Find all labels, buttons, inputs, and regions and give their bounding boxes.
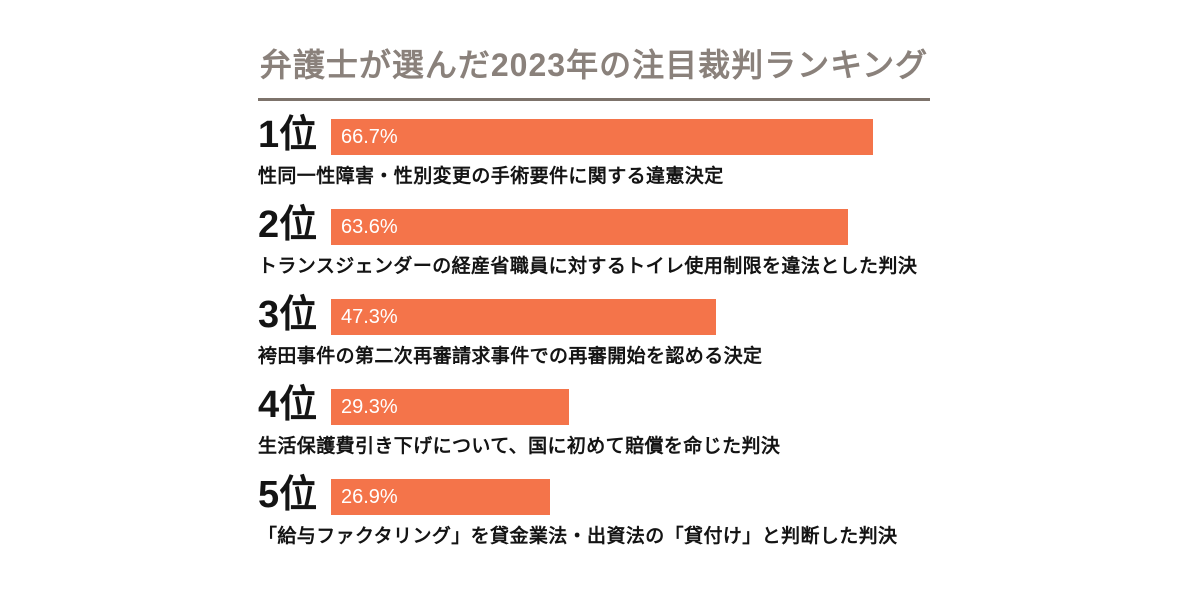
percentage-bar: 26.9% xyxy=(331,479,550,515)
percentage-bar: 29.3% xyxy=(331,389,570,425)
percentage-bar: 66.7% xyxy=(331,119,874,155)
bar-track: 63.6% xyxy=(331,209,1144,245)
case-description-label: 生活保護費引き下げについて、国に初めて賠償を命じた判決 xyxy=(258,436,781,457)
ranking-row: 5位 26.9% 「給与ファクタリング」を貸金業法・出資法の「貸付け」と判断した… xyxy=(258,471,930,561)
bar-track: 29.3% xyxy=(331,389,1144,425)
case-description-label: 袴田事件の第二次再審請求事件での再審開始を認める決定 xyxy=(258,346,763,367)
ranking-row: 2位 63.6% トランスジェンダーの経産省職員に対するトイレ使用制限を違法とし… xyxy=(258,201,930,291)
bar-track: 66.7% xyxy=(331,119,1144,155)
bar-track: 47.3% xyxy=(331,299,1144,335)
percentage-value-label: 63.6% xyxy=(341,215,398,238)
rank-label: 4位 xyxy=(258,384,318,426)
percentage-bar: 63.6% xyxy=(331,209,849,245)
case-description-label: トランスジェンダーの経産省職員に対するトイレ使用制限を違法とした判決 xyxy=(258,256,918,277)
case-description-label: 性同一性障害・性別変更の手術要件に関する違憲決定 xyxy=(258,166,724,187)
rank-label: 3位 xyxy=(258,294,318,336)
rank-label: 1位 xyxy=(258,114,318,156)
rank-label: 2位 xyxy=(258,204,318,246)
percentage-bar: 47.3% xyxy=(331,299,716,335)
chart-title: 弁護士が選んだ2023年の注目裁判ランキング xyxy=(258,40,930,101)
percentage-value-label: 26.9% xyxy=(341,485,398,508)
case-description-label: 「給与ファクタリング」を貸金業法・出資法の「貸付け」と判断した判決 xyxy=(258,526,898,547)
rank-label: 5位 xyxy=(258,474,318,516)
bar-track: 26.9% xyxy=(331,479,1144,515)
ranking-row: 3位 47.3% 袴田事件の第二次再審請求事件での再審開始を認める決定 xyxy=(258,291,930,381)
ranking-row: 4位 29.3% 生活保護費引き下げについて、国に初めて賠償を命じた判決 xyxy=(258,381,930,471)
ranking-rows: 1位 66.7% 性同一性障害・性別変更の手術要件に関する違憲決定 2位 63.… xyxy=(258,111,930,561)
percentage-value-label: 66.7% xyxy=(341,125,398,148)
percentage-value-label: 47.3% xyxy=(341,305,398,328)
ranking-bar-chart: 弁護士が選んだ2023年の注目裁判ランキング 1位 66.7% 性同一性障害・性… xyxy=(258,40,930,561)
percentage-value-label: 29.3% xyxy=(341,395,398,418)
ranking-row: 1位 66.7% 性同一性障害・性別変更の手術要件に関する違憲決定 xyxy=(258,111,930,201)
